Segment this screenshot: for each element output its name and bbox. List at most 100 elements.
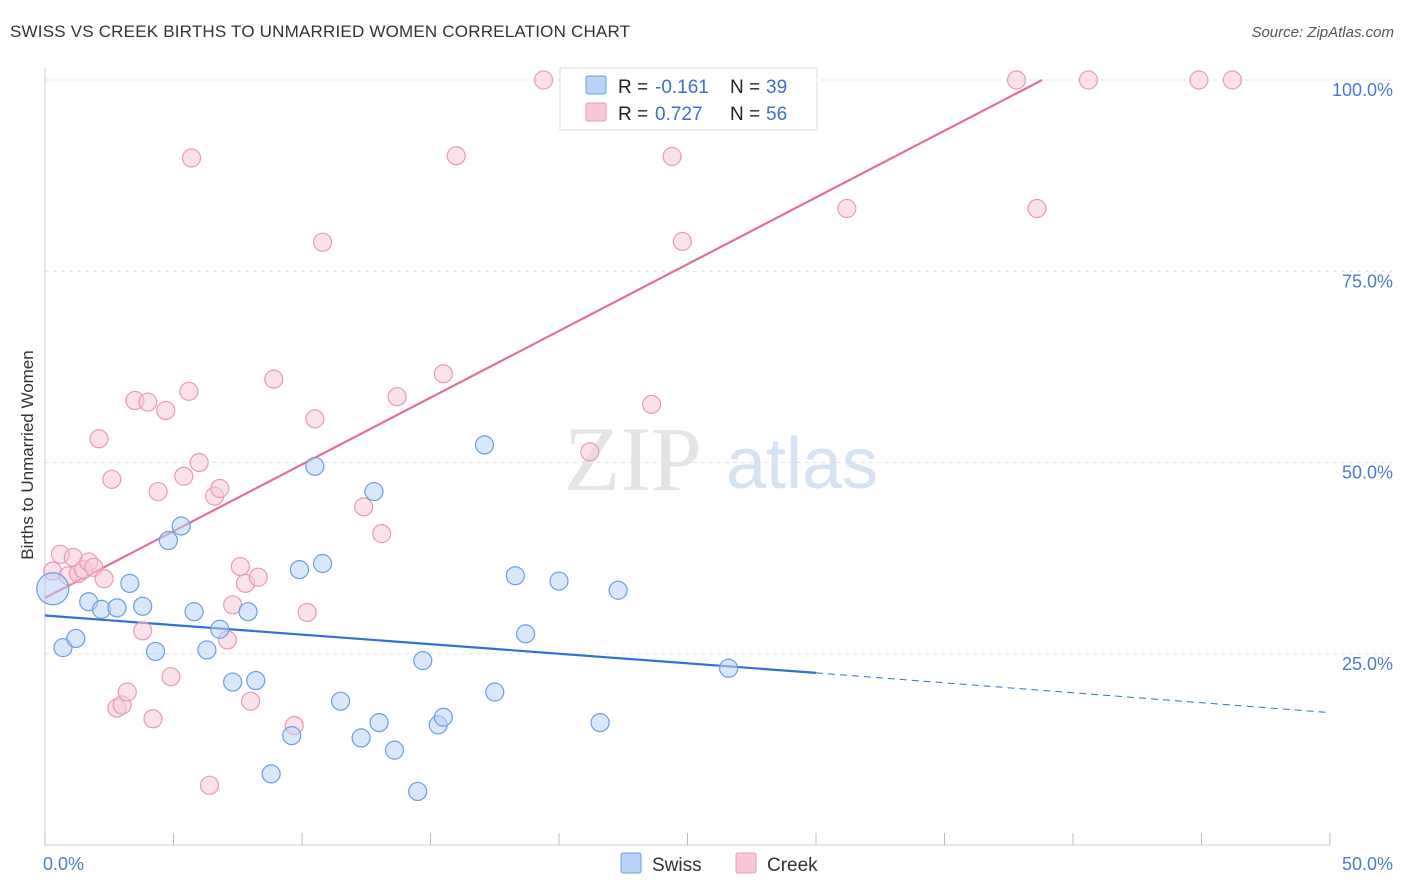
swiss-point (384, 740, 405, 760)
swiss-point (246, 670, 266, 691)
creek-point (533, 70, 554, 90)
swiss-n-value: 39 (766, 77, 787, 98)
swiss-point (210, 619, 230, 639)
swiss-point (364, 481, 384, 502)
swiss-point (133, 596, 153, 616)
y-tick-label: 25.0% (1342, 654, 1393, 674)
creek-r-label: R = (618, 104, 648, 125)
creek-point (210, 478, 230, 499)
stats-legend: R = -0.161 N = 39 R = 0.727 N = 56 (559, 67, 818, 131)
swiss-trend-line (44, 614, 817, 674)
creek-point (199, 775, 220, 795)
axes (44, 68, 1331, 846)
creek-point (837, 198, 857, 219)
data-points (36, 70, 1242, 802)
swiss-point (590, 712, 610, 733)
swiss-point (289, 559, 310, 580)
creek-point (143, 709, 163, 729)
creek-point (230, 556, 250, 577)
creek-point (133, 621, 153, 641)
swiss-point (485, 682, 505, 702)
swiss-r-label: R = (618, 77, 648, 98)
y-axis-label: Births to Unmarried Women (18, 350, 37, 559)
swiss-point (433, 707, 453, 727)
swiss-point (515, 624, 536, 644)
creek-point (1078, 70, 1099, 90)
creek-series-swatch (735, 852, 757, 874)
swiss-point (305, 456, 325, 476)
y-tick-label: 75.0% (1342, 271, 1393, 291)
creek-point (446, 146, 466, 166)
creek-point (1222, 70, 1242, 90)
creek-point (1027, 198, 1047, 219)
series-legend: Swiss Creek (620, 852, 818, 876)
creek-point (174, 466, 194, 486)
swiss-legend-swatch (585, 75, 607, 95)
creek-point (580, 442, 600, 462)
swiss-point (413, 651, 433, 671)
creek-point (672, 231, 692, 252)
creek-point (161, 667, 181, 687)
creek-point (312, 232, 333, 252)
swiss-point (351, 728, 371, 748)
swiss-point (107, 598, 127, 618)
creek-point (387, 387, 407, 407)
creek-legend-swatch (585, 102, 607, 122)
creek-point (1189, 70, 1209, 90)
creek-point (641, 394, 662, 414)
swiss-series-label: Swiss (652, 855, 702, 876)
swiss-point (197, 640, 217, 660)
creek-point (189, 452, 209, 473)
swiss-point (261, 764, 281, 784)
swiss-point (608, 580, 628, 600)
creek-r-value: 0.727 (655, 104, 703, 125)
swiss-point (238, 602, 258, 622)
creek-point (662, 146, 682, 167)
x-tick-label: 50.0% (1342, 854, 1393, 874)
creek-n-value: 56 (766, 104, 787, 125)
creek-point (297, 602, 317, 623)
swiss-n-label: N = (730, 77, 760, 98)
swiss-point (36, 572, 70, 606)
swiss-point (312, 553, 333, 574)
swiss-trend-extension (815, 672, 1331, 714)
y-tick-label: 100.0% (1332, 80, 1393, 100)
swiss-point (474, 435, 495, 455)
creek-point (264, 369, 284, 389)
swiss-point (145, 641, 166, 662)
creek-point (179, 381, 199, 401)
creek-series-label: Creek (767, 855, 818, 876)
creek-point (117, 682, 137, 702)
creek-point (181, 148, 202, 168)
creek-point (138, 392, 158, 412)
swiss-point (549, 571, 569, 591)
creek-point (354, 497, 374, 517)
creek-point (372, 524, 392, 544)
creek-point (89, 429, 109, 449)
swiss-point (184, 602, 204, 622)
swiss-series-swatch (620, 852, 642, 874)
x-tick-label: 0.0% (43, 854, 84, 874)
swiss-point (408, 781, 428, 802)
creek-point (305, 409, 325, 429)
swiss-point (369, 712, 389, 733)
creek-point (248, 567, 268, 587)
swiss-point (330, 691, 351, 711)
watermark-atlas: atlas (726, 424, 878, 504)
creek-point (1006, 70, 1027, 90)
creek-point (94, 569, 114, 589)
swiss-point (505, 566, 525, 586)
creek-trend-line (44, 79, 1043, 599)
swiss-point (171, 516, 191, 536)
y-tick-label: 50.0% (1342, 463, 1393, 483)
swiss-point (223, 672, 243, 692)
tick-labels: 25.0% 50.0% 75.0% 100.0% 0.0% 50.0% (43, 80, 1393, 874)
creek-n-label: N = (730, 104, 760, 125)
source-label: Source: ZipAtlas.com (1251, 24, 1394, 41)
creek-point (433, 364, 453, 384)
chart-title: SWISS VS CREEK BIRTHS TO UNMARRIED WOMEN… (10, 22, 631, 41)
swiss-point (719, 658, 739, 678)
swiss-r-value: -0.161 (655, 77, 709, 98)
swiss-point (282, 726, 302, 746)
